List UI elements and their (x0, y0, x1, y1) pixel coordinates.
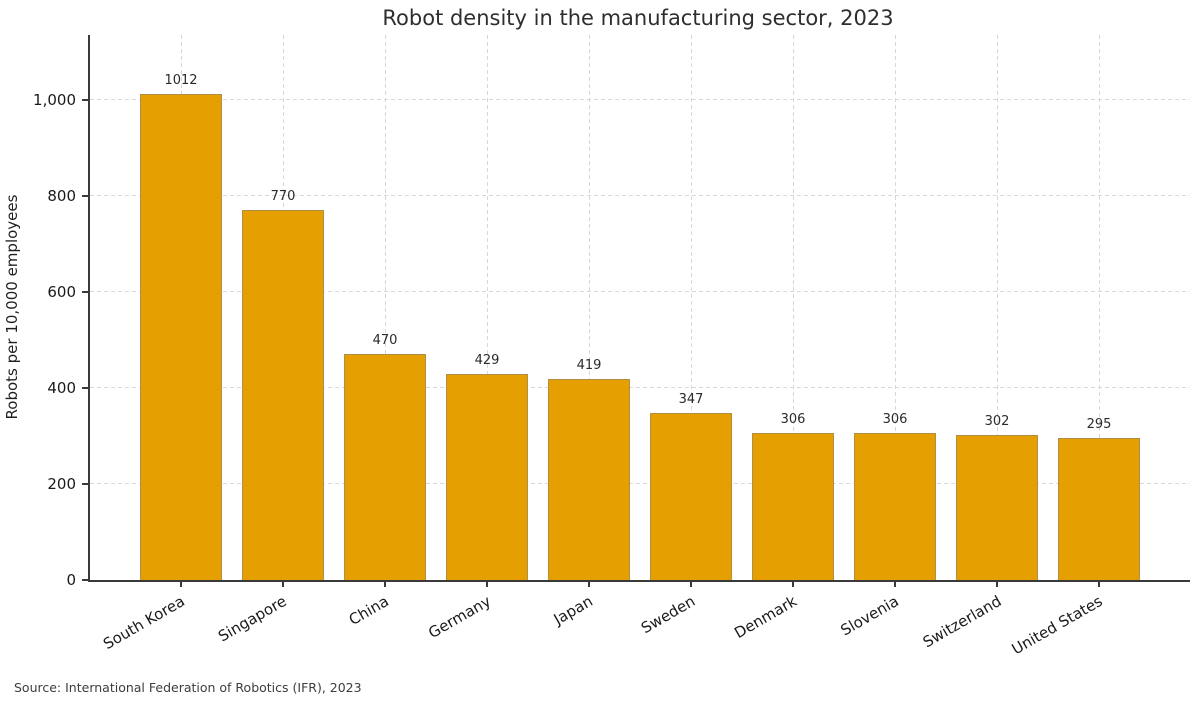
y-tick-label: 1,000 (33, 90, 76, 109)
bar-sweden (650, 413, 732, 580)
bar-value-label: 306 (882, 412, 908, 428)
x-tick-label: Denmark (731, 592, 800, 643)
x-tick-mark (282, 582, 284, 587)
bar-united-states (1058, 438, 1140, 580)
bar-value-label: 302 (984, 414, 1010, 429)
x-tick-mark (1098, 582, 1100, 587)
x-tick-mark (894, 582, 896, 587)
horizontal-gridline (90, 194, 1190, 196)
bar-singapore (242, 210, 324, 580)
x-tick-mark (384, 582, 386, 587)
plot-area: 0 200 400 600 800 1,000 1012 South Korea 770 Sing… (33, 35, 1190, 658)
vertical-gridline (1099, 35, 1100, 580)
bar-value-label: 419 (576, 357, 602, 373)
x-tick-label: Slovenia (837, 592, 902, 640)
x-tick-label: South Korea (100, 592, 188, 654)
x-tick-label: China (345, 592, 392, 630)
x-tick-mark (792, 582, 794, 587)
bar-germany (446, 374, 528, 580)
bar-value-label: 429 (474, 353, 500, 369)
vertical-gridline (385, 35, 386, 580)
y-tick-label: 400 (47, 378, 76, 397)
y-tick-label: 0 (66, 571, 76, 589)
vertical-gridline (589, 35, 590, 580)
x-tick-label: Singapore (215, 592, 290, 646)
bar-china (344, 354, 426, 580)
bar-switzerland (956, 435, 1038, 580)
y-tick-label: 200 (47, 474, 76, 493)
y-tick-label: 600 (47, 282, 76, 301)
y-tick-mark (82, 194, 88, 197)
source-note: Source: International Federation of Robo… (14, 680, 362, 695)
x-tick-mark (588, 582, 590, 587)
y-tick-mark (82, 290, 88, 293)
x-tick-mark (690, 582, 692, 587)
y-tick-mark (82, 482, 88, 485)
bar-value-label: 470 (372, 333, 398, 349)
x-tick-mark (486, 582, 488, 587)
bar-denmark (752, 433, 834, 580)
vertical-gridline (691, 35, 692, 580)
vertical-gridline (997, 35, 998, 580)
x-tick-label: Sweden (637, 592, 698, 638)
bar-slovenia (854, 433, 936, 580)
x-tick-mark (996, 582, 998, 587)
bar-south-korea (140, 94, 222, 580)
y-tick-label: 800 (47, 186, 76, 205)
y-tick-mark (82, 579, 88, 581)
vertical-gridline (895, 35, 896, 580)
x-tick-label: Switzerland (919, 592, 1004, 652)
x-tick-label: Germany (425, 592, 494, 643)
bar-value-label: 306 (780, 412, 806, 428)
y-tick-mark (82, 98, 88, 101)
bar-value-label: 295 (1086, 417, 1112, 433)
x-tick-mark (180, 582, 182, 587)
x-tick-label: Japan (550, 592, 596, 629)
bar-value-label: 770 (270, 189, 296, 205)
vertical-gridline (793, 35, 794, 580)
y-tick-mark (82, 386, 88, 389)
chart-title: Robot density in the manufacturing secto… (382, 6, 894, 30)
bar-japan (548, 378, 630, 580)
x-tick-label: United States (1009, 592, 1106, 659)
vertical-gridline (487, 35, 488, 580)
horizontal-gridline (90, 98, 1190, 100)
bar-value-label: 347 (678, 392, 704, 408)
bar-value-label: 1012 (164, 73, 198, 89)
horizontal-gridline (90, 290, 1190, 292)
horizontal-gridline (90, 386, 1190, 388)
horizontal-gridline (90, 482, 1190, 484)
